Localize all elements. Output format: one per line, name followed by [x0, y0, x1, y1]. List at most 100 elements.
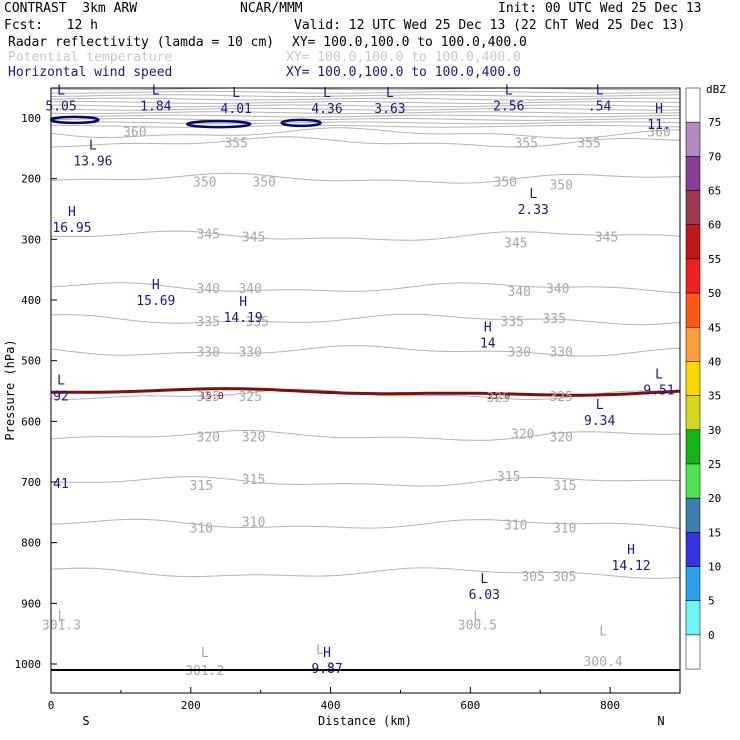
colorbar-swatch — [685, 429, 701, 465]
x-axis: 0 200 400 600 800 — [48, 687, 620, 712]
theta-contour-360 — [50, 127, 681, 139]
wind-extremum-type: L — [323, 86, 331, 101]
wind-extremum-type: H — [68, 205, 76, 220]
wind-extremum-value: 6.03 — [469, 588, 500, 603]
theta-label: 320 — [549, 431, 572, 446]
wind-extremum-type: L — [232, 86, 240, 101]
wind-extremum-type: L — [655, 368, 663, 383]
colorbar-label: 10 — [708, 561, 721, 574]
wind-extremum-type: H — [323, 646, 331, 661]
wind-extremum-type: H — [484, 320, 492, 335]
theta-label: 315 — [242, 473, 265, 488]
theta-label: 315 — [553, 479, 576, 494]
colorbar-unit: dBZ — [706, 83, 726, 96]
theta-contour-310 — [50, 518, 681, 529]
field-label-wind: Horizontal wind speed — [8, 65, 173, 80]
colorbar-label: 15 — [708, 526, 721, 539]
field-xy-theta: XY= 100.0,100.0 to 100.0,400.0 — [286, 50, 521, 65]
wind-extremum-type: L — [152, 84, 160, 99]
x-end-label-north: N — [657, 714, 664, 728]
theta-label: 355 — [515, 136, 538, 151]
theta-contour-upper — [50, 97, 681, 101]
reflectivity-cell — [186, 119, 252, 129]
wind-extremum-value: 13.96 — [73, 154, 112, 169]
reflectivity-contour — [50, 387, 681, 397]
colorbar-swatch — [685, 395, 701, 431]
theta-label: 325 — [487, 391, 510, 406]
field-label-reflectivity: Radar reflectivity (lamda = 10 cm) — [8, 35, 275, 50]
theta-extremum-mark: L — [201, 646, 209, 661]
wind-extremum-type: L — [505, 84, 513, 99]
x-tick-label: 0 — [48, 699, 55, 712]
theta-label: 320 — [511, 427, 534, 442]
theta-label: 335 — [245, 315, 268, 330]
theta-label: 360 — [647, 125, 670, 140]
colorbar-label: 60 — [708, 219, 721, 232]
valid-time: Valid: 12 UTC Wed 25 Dec 13 (22 ChT Wed … — [294, 18, 686, 33]
colorbar-swatch — [685, 497, 701, 533]
theta-label: 340 — [546, 282, 569, 297]
colorbar-swatch — [685, 292, 701, 328]
colorbar-label: 40 — [708, 355, 721, 368]
y-tick-label: 300 — [21, 233, 41, 246]
wind-extremum-value: 5.05 — [45, 100, 76, 115]
wind-extremum-value: 9.51 — [643, 384, 674, 399]
theta-contour-345 — [50, 230, 681, 241]
colorbar-label: 75 — [708, 116, 721, 129]
wind-extremum-value: 14.19 — [224, 311, 263, 326]
field-xy-reflectivity: XY= 100.0,100.0 to 100.0,400.0 — [292, 35, 527, 50]
theta-label: 350 — [252, 176, 275, 191]
theta-label: 310 — [553, 522, 576, 537]
y-tick-label: 200 — [21, 173, 41, 186]
colorbar-label: 35 — [708, 390, 721, 403]
wind-extremum-value: 11. — [647, 118, 670, 133]
theta-label: 300.5 — [458, 619, 497, 634]
y-tick-label: 1000 — [15, 658, 42, 671]
wind-extremum-type: L — [57, 374, 65, 389]
colorbar-swatch — [685, 224, 701, 260]
wind-extremum-type: L — [89, 138, 97, 153]
colorbar-swatch — [685, 566, 701, 601]
theta-label: 350 — [494, 176, 517, 191]
theta-label: 315 — [497, 470, 520, 485]
colorbar-label: 45 — [708, 321, 721, 334]
theta-label: 3 — [327, 661, 335, 676]
reflectivity-cell — [280, 118, 323, 128]
theta-contour-335 — [50, 313, 681, 326]
colorbar-label: 25 — [708, 458, 721, 471]
colorbar-swatch — [685, 87, 701, 123]
colorbar-label: 70 — [708, 150, 721, 163]
theta-extremum-mark: L — [599, 625, 607, 640]
wind-extremum-type: L — [596, 84, 604, 99]
colorbar-label: 50 — [708, 287, 721, 300]
theta-label: 335 — [542, 312, 565, 327]
theta-label: 350 — [193, 176, 216, 191]
wind-extremum-value: .54 — [588, 100, 612, 115]
theta-contour-320 — [50, 430, 681, 441]
wind-extremum-type: L — [529, 187, 537, 202]
theta-extremum-mark: L — [316, 643, 324, 658]
theta-contour-330 — [50, 345, 681, 357]
y-tick-label: 500 — [21, 355, 41, 368]
wind-extremum-type: H — [627, 543, 635, 558]
theta-label: 355 — [224, 136, 247, 151]
colorbar-label: 20 — [708, 492, 721, 505]
wind-extremum-value: 1.84 — [140, 100, 171, 115]
theta-contour-upper — [50, 101, 681, 104]
wind-extremum-value: 4.36 — [311, 102, 342, 117]
field-label-theta: Potential temperature — [8, 50, 173, 65]
wind-extremum-type: H — [239, 295, 247, 310]
theta-label: 305 — [553, 570, 576, 585]
field-xy-wind: XY= 100.0,100.0 to 100.0,400.0 — [286, 65, 521, 80]
wind-extremum-value: 15.69 — [136, 294, 175, 309]
theta-label: 301.2 — [185, 664, 224, 679]
init-time: Init: 00 UTC Wed 25 Dec 13 — [498, 1, 702, 16]
theta-label: 350 — [549, 179, 572, 194]
theta-contour-315 — [51, 476, 681, 487]
theta-label: 330 — [508, 346, 531, 361]
theta-label: 360 — [123, 125, 146, 140]
y-axis: 100 200 300 400 500 600 700 800 900 1000 — [15, 112, 57, 671]
